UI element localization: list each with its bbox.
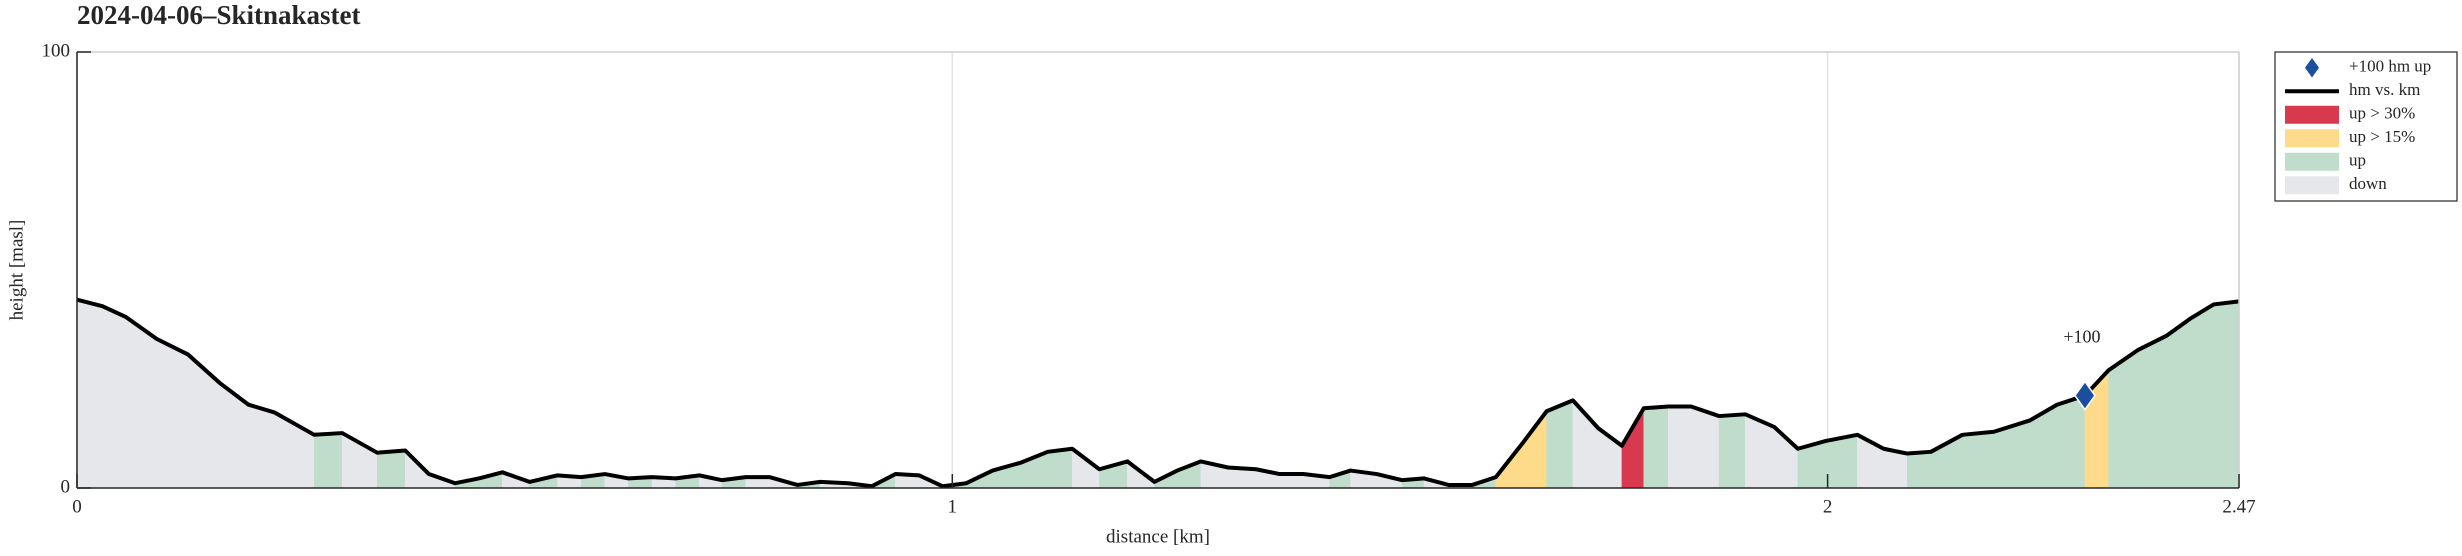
- legend-label: hm vs. km: [2349, 80, 2420, 99]
- x-axis-label: distance [km]: [1106, 526, 1210, 547]
- y-axis-label: height [masl]: [6, 220, 27, 321]
- grade-segment: [1718, 414, 1746, 489]
- legend-swatch: [2285, 129, 2339, 148]
- grade-segment: [2166, 318, 2191, 489]
- grade-segment: [313, 432, 343, 489]
- legend-label: down: [2349, 174, 2387, 193]
- grade-segment: [1962, 431, 1995, 489]
- grade-segment: [2108, 349, 2139, 489]
- grade-segment: [376, 450, 406, 489]
- grade-segment: [102, 305, 127, 489]
- grade-segment: [187, 354, 220, 489]
- legend-label: +100 hm up: [2349, 57, 2431, 76]
- legend-swatch: [2285, 105, 2339, 124]
- grade-segment: [1643, 406, 1669, 489]
- grade-segment: [2189, 303, 2214, 489]
- y-tick-label: 0: [61, 476, 71, 497]
- grade-segment: [1690, 406, 1720, 489]
- profile-line: [76, 297, 2240, 489]
- x-tick-label: 2.47: [2222, 496, 2255, 517]
- legend-box: [2274, 51, 2458, 202]
- legend-label: up > 15%: [2349, 127, 2415, 146]
- grade-segment: [1279, 473, 1304, 489]
- grade-segment: [2213, 301, 2240, 489]
- grade-segment: [2056, 395, 2086, 489]
- x-tick-label: 2: [1823, 496, 1833, 517]
- legend-swatch: [2285, 152, 2339, 171]
- legend-label: up > 30%: [2349, 104, 2415, 123]
- grade-segment: [1047, 448, 1073, 489]
- legend-label: up: [2349, 151, 2366, 170]
- milestone-label: +100: [2063, 327, 2100, 347]
- chart-title: 2024-04-06–Skitnakastet: [77, 0, 361, 30]
- grade-segment: [76, 299, 103, 489]
- grade-segment: [1907, 451, 1932, 489]
- x-tick-label: 0: [72, 496, 82, 517]
- grade-segment: [1621, 407, 1645, 489]
- legend: +100 hm up hm vs. km up > 30% up > 15% up dow…: [2274, 51, 2458, 202]
- grade-segment: [156, 338, 189, 489]
- legend-swatch: [2285, 176, 2339, 195]
- grade-segment: [219, 382, 249, 489]
- grade-segment: [1546, 399, 1574, 489]
- grade-segment: [1825, 434, 1858, 489]
- grade-segment: [248, 404, 276, 489]
- x-tick-label: 1: [948, 496, 958, 517]
- plot-area: +100 0 1 2 2.47 0 100: [42, 40, 2256, 517]
- milestone-marker: [2074, 380, 2096, 411]
- legend-marker: [2305, 57, 2319, 78]
- grade-segment: [1522, 410, 1547, 489]
- y-tick-label: 100: [42, 40, 71, 61]
- grade-segment: [125, 316, 157, 489]
- grade-segment: [1668, 406, 1692, 489]
- grade-segment: [2138, 335, 2167, 489]
